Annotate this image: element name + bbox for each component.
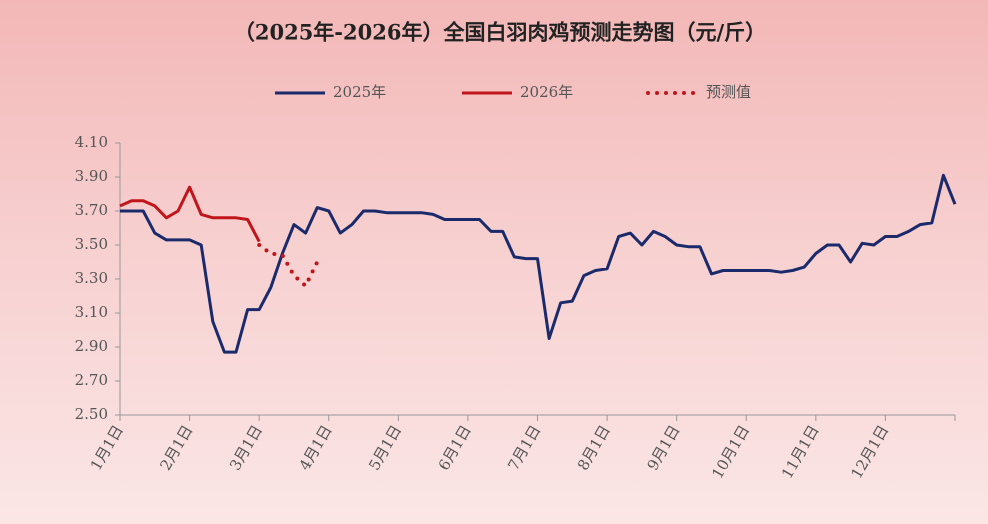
x-tick-label: 4月1日 (296, 422, 336, 474)
y-tick-label: 2.70 (75, 371, 108, 389)
y-tick-label: 3.90 (75, 167, 108, 185)
x-tick-label: 2月1日 (156, 422, 196, 474)
x-tick-label: 6月1日 (435, 422, 475, 474)
y-tick-label: 3.10 (75, 303, 108, 321)
y-tick-label: 3.30 (75, 269, 108, 287)
x-tick-label: 11月1日 (778, 422, 823, 482)
legend-label: 2026年 (520, 83, 573, 101)
chart-title: （2025年-2026年）全国白羽肉鸡预测走势图（元/斤） (234, 20, 766, 45)
x-tick-label: 1月1日 (87, 422, 127, 474)
x-tick-label: 3月1日 (226, 422, 266, 474)
series-line (120, 173, 957, 354)
legend-label: 2025年 (333, 83, 386, 101)
y-tick-label: 2.50 (75, 405, 108, 423)
legend-label: 预测值 (706, 83, 751, 101)
y-tick-label: 3.50 (75, 235, 108, 253)
series-line (257, 243, 320, 288)
y-tick-label: 3.70 (75, 201, 108, 219)
x-tick-label: 9月1日 (643, 422, 683, 474)
y-tick-label: 2.90 (75, 337, 108, 355)
x-tick-label: 12月1日 (847, 422, 892, 482)
y-tick-label: 4.10 (75, 133, 108, 151)
series-line (119, 185, 261, 243)
x-tick-label: 7月1日 (504, 422, 544, 474)
x-tick-label: 5月1日 (365, 422, 405, 474)
x-tick-label: 8月1日 (574, 422, 614, 474)
x-tick-label: 10月1日 (708, 422, 753, 482)
